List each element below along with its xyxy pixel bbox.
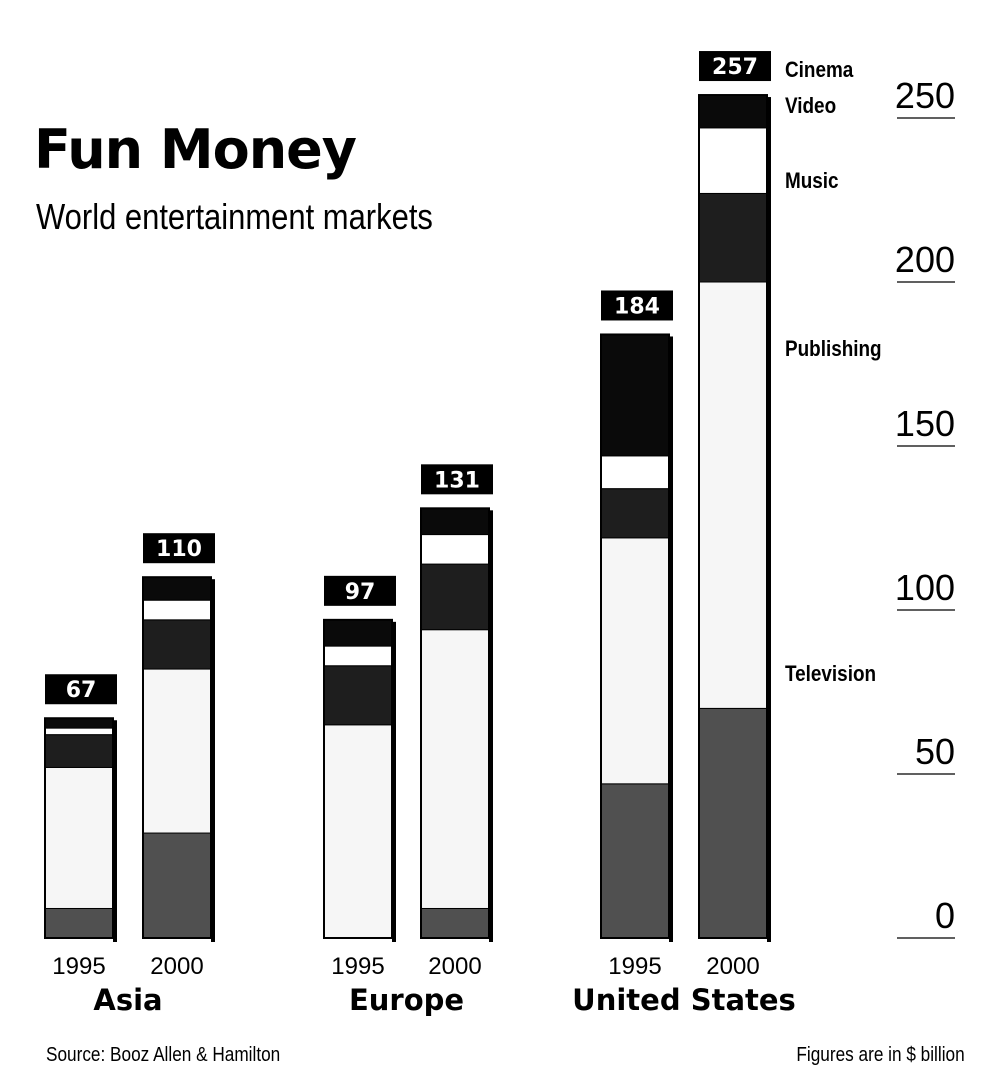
bar-shadow [211, 579, 215, 942]
total-label-box [45, 674, 117, 705]
bar-segment-publishing [44, 766, 114, 909]
bar-segment-music [600, 488, 670, 539]
bar-segment-music [142, 619, 212, 670]
total-label: 131 [434, 468, 480, 493]
total-label: 110 [156, 537, 202, 562]
region-label: Europe [349, 983, 464, 1017]
chart-title: Fun Money [34, 118, 357, 181]
year-label: 1995 [608, 953, 661, 980]
bar-segment-video [600, 455, 670, 490]
bar-segment-music [698, 192, 768, 283]
bar-shadow [669, 336, 673, 943]
bar-segment-video [142, 599, 212, 621]
bar-segment-television [600, 783, 670, 939]
bar-segment-cinema [600, 333, 670, 457]
year-label: 1995 [52, 953, 105, 980]
total-label: 97 [345, 580, 376, 605]
bar-segment-video [44, 727, 114, 736]
year-label: 2000 [150, 953, 203, 980]
bar-segment-publishing [323, 724, 393, 939]
year-label: 2000 [428, 953, 481, 980]
total-label-box [324, 575, 396, 606]
total-label: 257 [712, 55, 758, 80]
total-label: 67 [66, 678, 97, 703]
series-label-cinema: Cinema [785, 58, 854, 83]
y-tick-label: 200 [895, 239, 955, 280]
series-label-music: Music [785, 169, 839, 194]
bar-segment-television [420, 907, 490, 939]
bar-segment-cinema [142, 576, 212, 601]
bar-shadow [489, 510, 493, 942]
total-label: 184 [614, 294, 660, 319]
bar-segment-publishing [142, 668, 212, 834]
series-label-television: Television [785, 662, 876, 687]
chart-subtitle: World entertainment markets [36, 196, 433, 237]
series-label-publishing: Publishing [785, 337, 882, 362]
bar-segment-music [323, 665, 393, 726]
y-tick-label: 0 [935, 895, 955, 936]
bar-shadow [113, 720, 117, 942]
bar-segment-music [420, 563, 490, 631]
region-label: United States [572, 983, 796, 1017]
bar-segment-publishing [420, 629, 490, 909]
total-label-box [421, 464, 493, 495]
bar-segment-television [44, 907, 114, 939]
total-label-box [601, 290, 673, 321]
bar-segment-cinema [420, 507, 490, 536]
bar-segment-cinema [44, 717, 114, 729]
bar-segment-publishing [600, 537, 670, 785]
bar-segment-video [698, 127, 768, 194]
total-label-box [699, 51, 771, 82]
source-note: Source: Booz Allen & Hamilton [46, 1044, 281, 1066]
units-note: Figures are in $ billion [796, 1044, 965, 1066]
y-tick-label: 150 [895, 403, 955, 444]
bar-shadow [767, 97, 771, 943]
year-label: 2000 [706, 953, 759, 980]
bar-shadow [392, 621, 396, 942]
year-label: 1995 [331, 953, 384, 980]
y-tick-label: 100 [895, 567, 955, 608]
region-label: Asia [93, 983, 162, 1017]
bar-segment-publishing [698, 281, 768, 709]
bar-segment-television [142, 832, 212, 939]
bar-segment-music [44, 734, 114, 768]
bar-segment-video [420, 534, 490, 565]
total-label-box [143, 533, 215, 564]
bar-segment-video [323, 645, 393, 667]
series-label-video: Video [785, 94, 836, 119]
bar-segment-television [698, 707, 768, 939]
bar-segment-cinema [698, 94, 768, 129]
y-tick-label: 250 [895, 75, 955, 116]
y-tick-label: 50 [915, 731, 955, 772]
bar-segment-cinema [323, 619, 393, 647]
